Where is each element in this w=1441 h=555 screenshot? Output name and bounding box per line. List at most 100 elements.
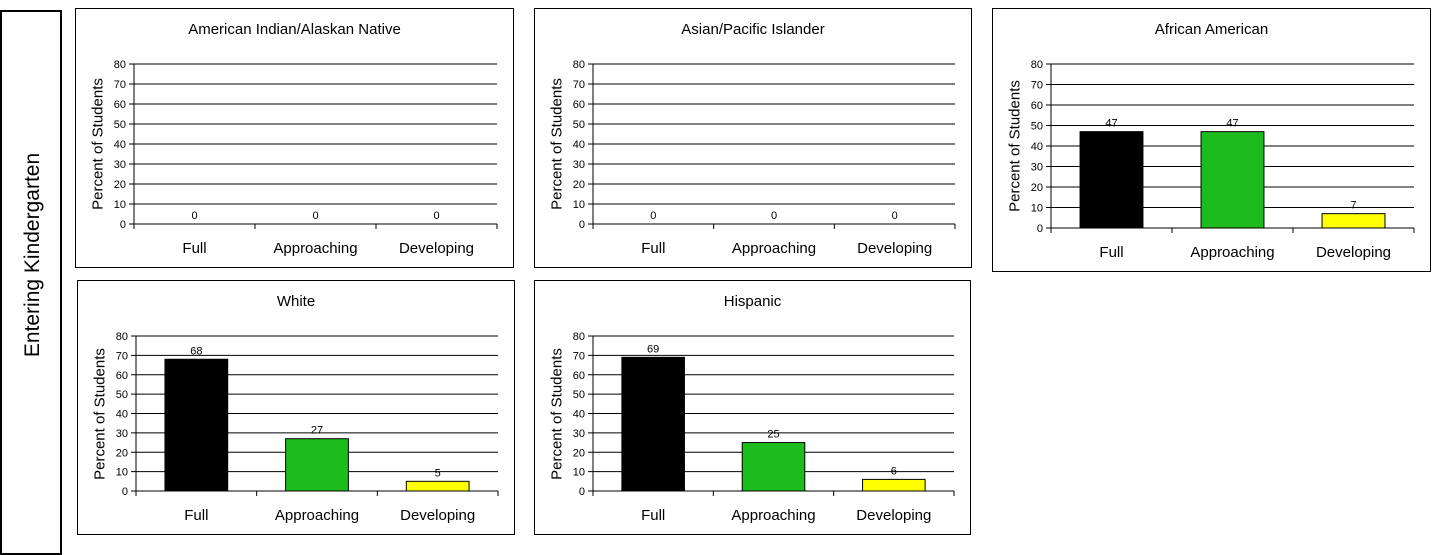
y-tick-label: 20 — [1031, 182, 1043, 194]
data-label: 0 — [433, 210, 439, 222]
y-tick-label: 70 — [573, 79, 585, 91]
bar-developing — [862, 478, 926, 492]
chart-plot: 0 10 20 30 40 50 60 70 80 69 Full 25 Approaching 6 Dev… — [573, 331, 955, 524]
y-tick-label: 80 — [116, 331, 128, 343]
y-tick-label: 10 — [573, 467, 585, 479]
bar-developing — [405, 480, 470, 492]
data-label: 47 — [1226, 118, 1238, 130]
data-label: 0 — [312, 210, 318, 222]
data-label: 0 — [892, 210, 898, 222]
y-tick-label: 0 — [579, 486, 585, 498]
x-category-label: Full — [641, 240, 665, 257]
y-tick-label: 50 — [1031, 121, 1043, 133]
y-tick-label: 80 — [1031, 59, 1043, 71]
bar-approaching — [1200, 131, 1265, 229]
data-label: 69 — [647, 343, 659, 355]
x-category-label: Full — [641, 507, 665, 524]
x-category-label: Developing — [399, 240, 474, 257]
chart-white: White Percent of Students 0 10 20 30 40 50 60 70 8… — [77, 280, 515, 535]
y-tick-label: 30 — [1031, 162, 1043, 174]
chart-title: American Indian/Alaskan Native — [188, 21, 401, 38]
x-category-label: Approaching — [273, 240, 357, 257]
y-tick-label: 10 — [1031, 203, 1043, 215]
data-label: 68 — [190, 345, 202, 357]
data-label: 47 — [1105, 118, 1117, 130]
chart-title: African American — [1154, 21, 1269, 38]
x-category-label: Developing — [1316, 244, 1391, 261]
y-tick-label: 60 — [1031, 100, 1043, 112]
y-tick-label: 80 — [573, 331, 585, 343]
y-tick-label: 20 — [573, 447, 585, 459]
bar-approaching — [741, 442, 806, 492]
chart-plot: 0 10 20 30 40 50 60 70 80 0 Full 0 Approaching 0 Devel… — [114, 59, 498, 257]
data-label: 0 — [191, 210, 197, 222]
y-tick-label: 70 — [114, 79, 126, 91]
y-tick-label: 50 — [114, 119, 126, 131]
chart-asian-pacific-islander: Asian/Pacific Islander Percent of Student… — [534, 8, 972, 268]
y-tick-label: 40 — [114, 139, 126, 151]
y-tick-label: 30 — [573, 428, 585, 440]
x-category-label: Approaching — [732, 240, 816, 257]
data-label: 27 — [311, 425, 323, 437]
y-tick-label: 20 — [114, 179, 126, 191]
data-label: 0 — [771, 210, 777, 222]
chart-title: White — [276, 293, 316, 310]
chart-plot: 0 10 20 30 40 50 60 70 80 0 Full 0 Approaching 0 Devel… — [573, 59, 956, 257]
chart-title: Hispanic — [723, 293, 782, 310]
y-tick-label: 0 — [120, 219, 126, 231]
y-tick-label: 60 — [573, 99, 585, 111]
y-tick-label: 60 — [116, 370, 128, 382]
y-tick-label: 60 — [114, 99, 126, 111]
chart-african-american: African American Percent of Students 0 10 20… — [992, 8, 1431, 272]
y-tick-label: 20 — [116, 447, 128, 459]
y-tick-label: 50 — [116, 389, 128, 401]
x-category-label: Developing — [856, 507, 931, 524]
y-tick-label: 40 — [573, 409, 585, 421]
y-tick-label: 0 — [579, 219, 585, 231]
y-tick-label: 70 — [1031, 80, 1043, 92]
y-tick-label: 20 — [573, 179, 585, 191]
x-category-label: Developing — [857, 240, 932, 257]
chart-title: Asian/Pacific Islander — [681, 21, 825, 38]
y-tick-label: 80 — [114, 59, 126, 71]
y-tick-label: 60 — [573, 370, 585, 382]
data-label: 0 — [650, 210, 656, 222]
y-tick-label: 50 — [573, 119, 585, 131]
y-tick-label: 0 — [122, 486, 128, 498]
y-tick-label: 40 — [1031, 141, 1043, 153]
y-tick-label: 70 — [116, 350, 128, 362]
bar-approaching — [285, 438, 349, 492]
y-tick-label: 30 — [116, 428, 128, 440]
y-tick-label: 50 — [573, 389, 585, 401]
data-label: 6 — [891, 465, 897, 477]
y-tick-label: 10 — [573, 199, 585, 211]
chart-hispanic: Hispanic Percent of Students 0 10 20 30 40 50 60… — [534, 280, 971, 535]
y-tick-label: 40 — [116, 409, 128, 421]
y-tick-label: 70 — [573, 350, 585, 362]
x-category-label: Full — [182, 240, 206, 257]
bar-full — [1079, 131, 1144, 229]
chart-plot: 0 10 20 30 40 50 60 70 80 47 Full 47 Approaching 7 Dev… — [1031, 59, 1415, 261]
y-tick-label: 30 — [573, 159, 585, 171]
data-label: 5 — [435, 467, 441, 479]
chart-plot: 0 10 20 30 40 50 60 70 80 68 Full 27 Approaching 5 Dev… — [116, 331, 499, 524]
y-tick-label: 10 — [116, 467, 128, 479]
side-label: Entering Kindergarten — [21, 152, 44, 358]
y-tick-label: 30 — [114, 159, 126, 171]
y-tick-label: 10 — [114, 199, 126, 211]
x-category-label: Full — [184, 507, 208, 524]
bar-full — [164, 358, 229, 492]
data-label: 7 — [1350, 200, 1356, 212]
x-category-label: Approaching — [731, 507, 815, 524]
x-category-label: Developing — [400, 507, 475, 524]
bar-full — [621, 356, 685, 492]
y-tick-label: 0 — [1037, 223, 1043, 235]
bar-developing — [1321, 213, 1386, 229]
x-category-label: Approaching — [275, 507, 359, 524]
x-category-label: Full — [1099, 244, 1123, 261]
side-label-box: Entering Kindergarten — [0, 10, 62, 555]
y-tick-label: 40 — [573, 139, 585, 151]
y-tick-label: 80 — [573, 59, 585, 71]
chart-american-indian: American Indian/Alaskan Native Percent of… — [75, 8, 514, 268]
x-category-label: Approaching — [1190, 244, 1274, 261]
